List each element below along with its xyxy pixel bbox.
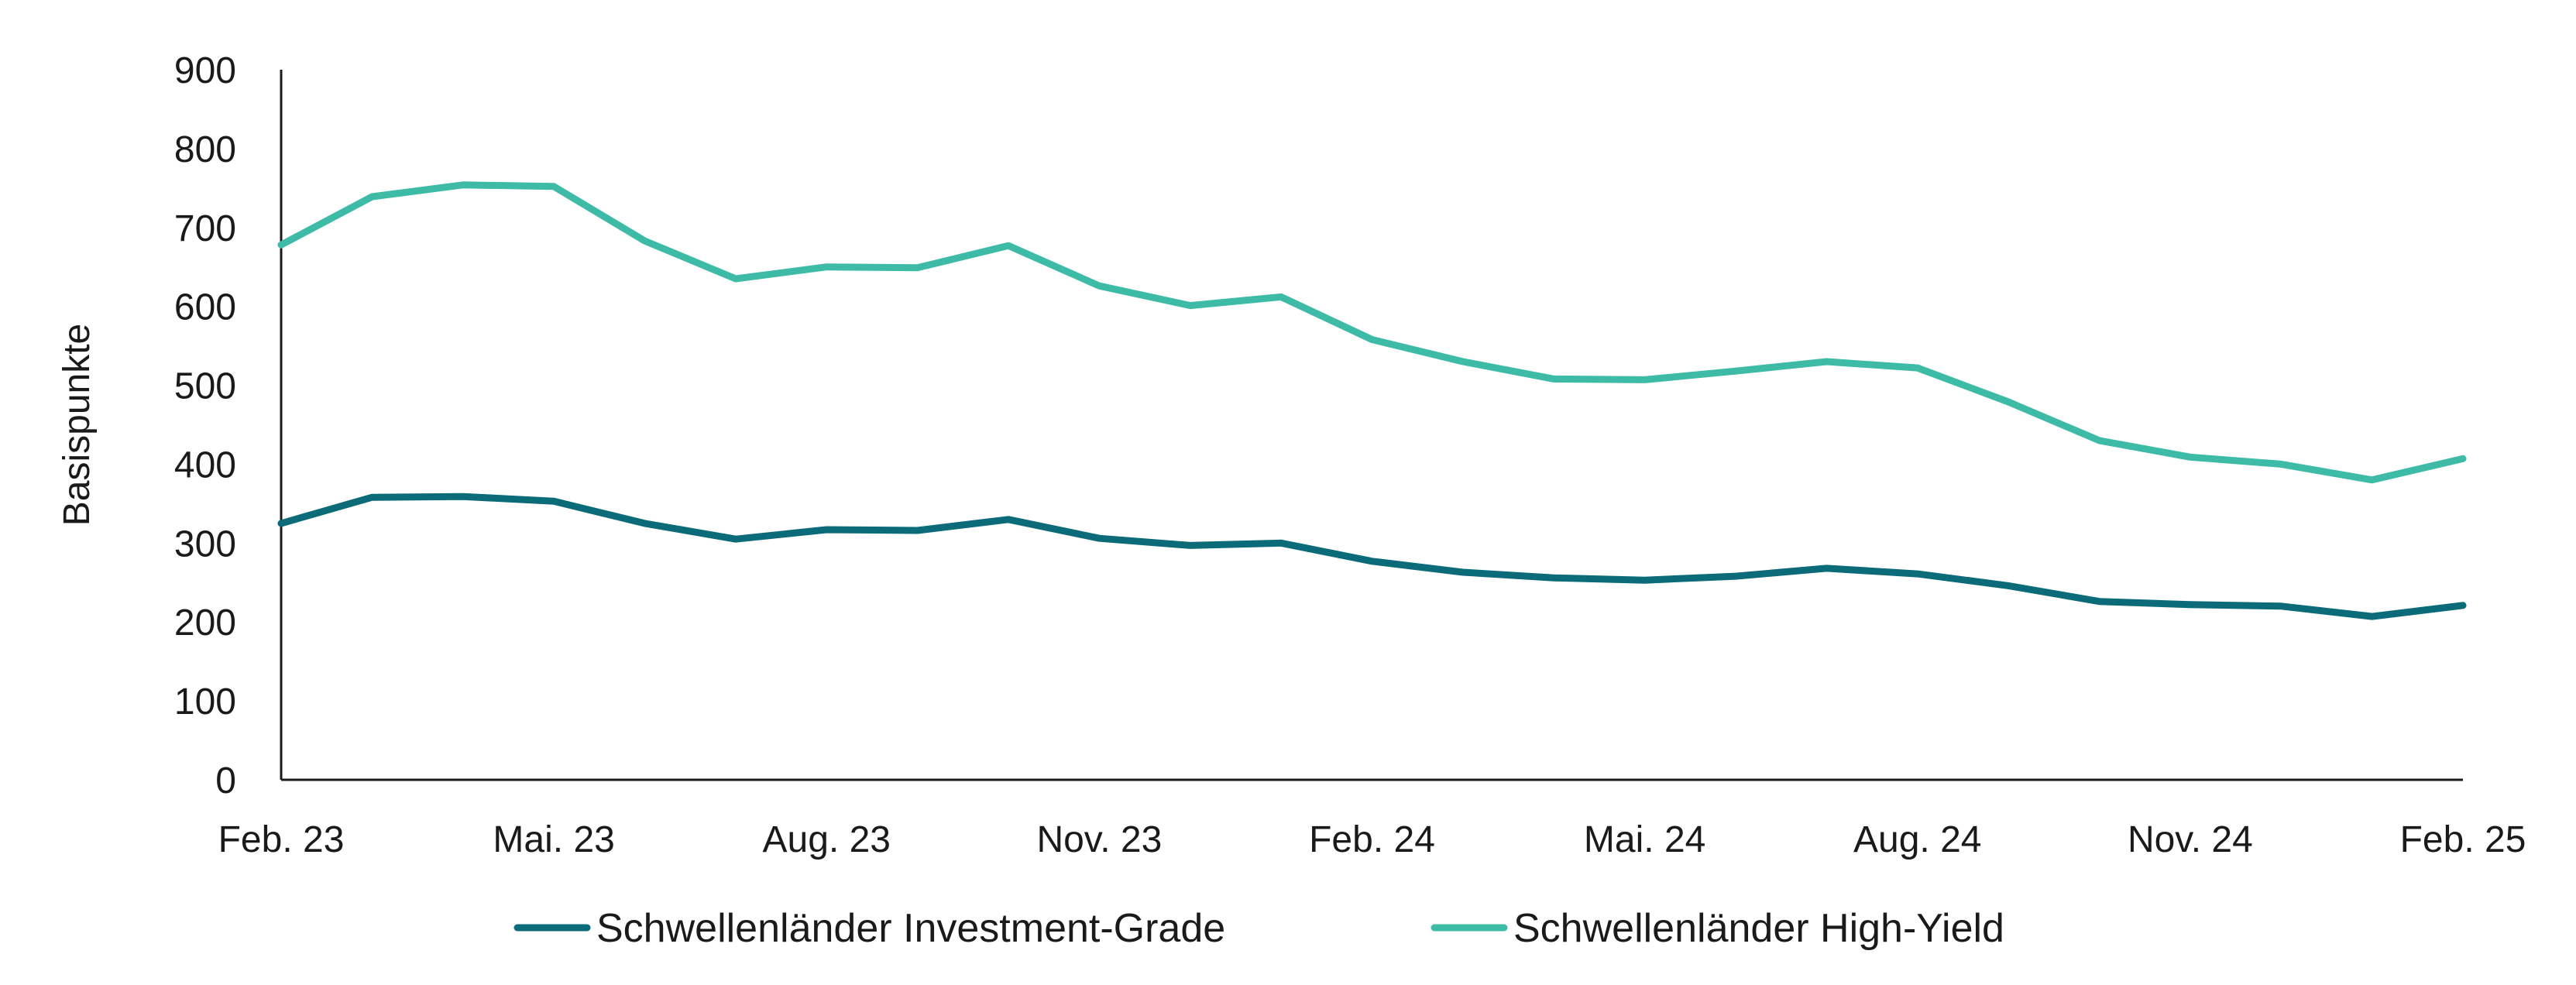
y-tick-label: 600 [174, 287, 236, 328]
x-tick-label: Nov. 23 [1036, 819, 1162, 860]
y-tick-label: 500 [174, 366, 236, 407]
y-tick-label: 800 [174, 129, 236, 170]
y-axis-ticks: 0 100 200 300 400 500 600 700 800 900 [174, 50, 236, 801]
x-tick-label: Aug. 23 [763, 819, 891, 860]
y-tick-label: 300 [174, 523, 236, 565]
x-tick-label: Feb. 25 [2400, 819, 2526, 860]
y-tick-label: 400 [174, 444, 236, 486]
series-line-1 [277, 492, 2467, 620]
x-tick-label: Aug. 24 [1853, 819, 1981, 860]
series-line-2 [277, 181, 2467, 484]
series-lines [277, 181, 2467, 620]
legend-label: Schwellenländer High-Yield [1513, 906, 2004, 951]
x-tick-label: Feb. 24 [1309, 819, 1435, 860]
x-tick-label: Feb. 23 [218, 819, 345, 860]
y-tick-label: 0 [215, 760, 236, 801]
x-axis-ticks: Feb. 23 Mai. 23 Aug. 23 Nov. 23 Feb. 24 Mai. … [218, 819, 2526, 860]
y-tick-label: 100 [174, 681, 236, 722]
legend: Schwellenländer Investment-Grade Schwelle… [513, 906, 2004, 951]
legend-label: Schwellenländer Investment-Grade [596, 906, 1225, 951]
x-tick-label: Mai. 24 [1584, 819, 1705, 860]
y-tick-label: 700 [174, 208, 236, 249]
y-tick-label: 900 [174, 50, 236, 91]
y-axis-title: Basispunkte [57, 324, 98, 527]
x-tick-label: Mai. 23 [493, 819, 614, 860]
y-tick-label: 200 [174, 602, 236, 644]
x-tick-label: Nov. 24 [2128, 819, 2253, 860]
